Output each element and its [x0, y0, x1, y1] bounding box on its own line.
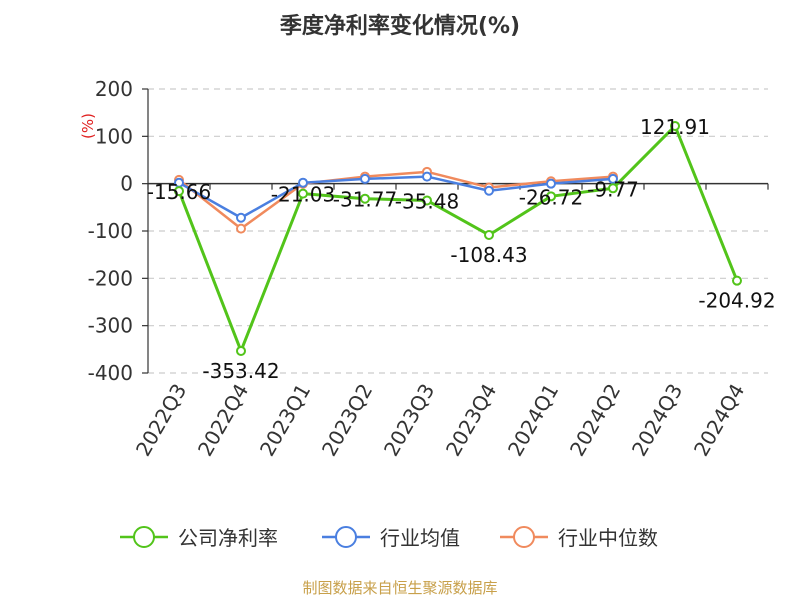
data-point	[422, 171, 432, 182]
chart-title: 季度净利率变化情况(%)	[280, 13, 520, 39]
legend-label: 行业中位数	[558, 526, 658, 550]
data-label: -21.03	[271, 183, 335, 207]
data-labels: -15.66 -353.42 -21.03-31.77-35.48 -108.43 -2…	[147, 115, 776, 383]
data-point	[732, 275, 742, 286]
data-label: -108.43	[450, 243, 527, 267]
y-tick-label: -300	[88, 314, 133, 338]
data-label: 121.91	[640, 115, 710, 139]
x-tick-label: 2022Q4	[193, 380, 253, 461]
data-point	[298, 177, 308, 188]
series-line	[178, 175, 614, 219]
data-point	[484, 185, 494, 196]
data-point	[236, 223, 246, 234]
y-axis-unit-label: (%)	[79, 113, 97, 139]
data-point	[422, 195, 432, 206]
y-tick-label: 200	[95, 77, 133, 101]
y-tick-label: 0	[120, 172, 133, 196]
y-tick-label: 100	[95, 124, 133, 148]
data-label: -9.77	[587, 177, 639, 201]
legend-marker-icon	[513, 526, 535, 548]
y-tick-label: -400	[88, 361, 133, 385]
y-tick-label: -100	[88, 219, 133, 243]
legend-marker-icon	[335, 526, 357, 548]
x-axis: 2022Q3 2022Q4 2023Q1 2023Q2 2023Q3 2023Q4 2024…	[131, 182, 769, 461]
x-tick-label: 2023Q3	[379, 380, 439, 461]
x-tick-label: 2023Q1	[255, 380, 315, 461]
data-point	[360, 173, 370, 184]
series-line	[178, 170, 614, 230]
data-point	[608, 183, 618, 194]
data-point	[484, 229, 494, 240]
data-point	[546, 191, 556, 202]
x-tick-label: 2023Q2	[317, 380, 377, 461]
data-point	[360, 193, 370, 204]
source-note: 制图数据来自恒生聚源数据库	[302, 579, 497, 597]
x-tick-label: 2022Q3	[131, 380, 191, 461]
x-tick-label: 2024Q3	[627, 380, 687, 461]
data-label: -31.77	[333, 188, 397, 212]
legend-marker-icon	[133, 526, 155, 548]
x-tick-label: 2023Q4	[441, 380, 501, 461]
x-tick-label: 2024Q4	[689, 380, 749, 461]
data-point	[298, 188, 308, 199]
data-point	[546, 178, 556, 189]
data-point	[236, 345, 246, 356]
y-axis: 200 100 0 -100 -200 -300 -400	[88, 77, 149, 385]
legend-label: 公司净利率	[178, 526, 278, 550]
series-line	[177, 124, 739, 353]
data-label: -15.66	[147, 180, 211, 204]
data-point	[608, 173, 618, 184]
y-tick-label: -200	[88, 266, 133, 290]
grid-layer	[148, 88, 768, 374]
data-label: -204.92	[698, 289, 775, 313]
x-tick-label: 2024Q1	[503, 380, 563, 461]
data-label: -35.48	[395, 189, 459, 213]
legend-label: 行业均值	[380, 526, 460, 550]
data-label: -26.72	[519, 185, 583, 209]
data-point	[670, 120, 680, 131]
series-layer	[174, 120, 742, 356]
legend: 公司净利率 行业均值 行业中位数	[120, 526, 658, 550]
data-label: -353.42	[202, 359, 279, 383]
data-point	[236, 212, 246, 223]
x-tick-label: 2024Q2	[565, 380, 625, 461]
data-point	[174, 186, 184, 197]
